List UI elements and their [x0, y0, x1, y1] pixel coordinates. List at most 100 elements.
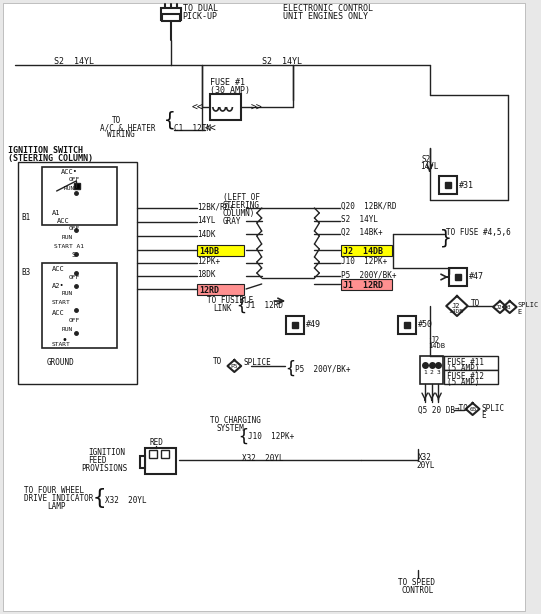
Text: S2: S2 — [422, 155, 431, 164]
Bar — [210, 94, 241, 120]
Bar — [149, 450, 157, 458]
Text: RUN: RUN — [62, 327, 73, 332]
Text: #31: #31 — [459, 181, 474, 190]
Text: {: { — [93, 488, 106, 508]
Text: {: { — [164, 111, 176, 130]
Text: (LEFT OF: (LEFT OF — [223, 193, 260, 202]
Text: Q2  14BK+: Q2 14BK+ — [341, 228, 382, 237]
Bar — [162, 14, 180, 21]
Text: B3: B3 — [22, 268, 31, 277]
Text: 14YL: 14YL — [420, 162, 438, 171]
Text: PROVISIONS: PROVISIONS — [81, 464, 127, 473]
Bar — [17, 162, 137, 384]
Bar — [140, 456, 144, 468]
Text: #49: #49 — [306, 320, 321, 329]
Text: J2: J2 — [496, 305, 503, 310]
Text: 12BK/RD+: 12BK/RD+ — [197, 202, 234, 211]
Text: P5  200Y/BK+: P5 200Y/BK+ — [295, 364, 351, 373]
Text: ACC: ACC — [52, 266, 64, 272]
Text: FUSE #11: FUSE #11 — [447, 358, 484, 367]
Text: #47: #47 — [469, 272, 484, 281]
Text: TO DUAL: TO DUAL — [183, 4, 217, 13]
Text: RUN: RUN — [62, 291, 73, 296]
Text: 14DB: 14DB — [428, 343, 445, 349]
Text: →TO: →TO — [455, 404, 469, 413]
Text: GRAY: GRAY — [223, 217, 241, 226]
Text: SPLIC: SPLIC — [481, 404, 505, 413]
Text: E: E — [518, 309, 522, 315]
Bar — [74, 183, 80, 189]
Text: J10  12PK+: J10 12PK+ — [341, 257, 387, 266]
Text: (5 AMP): (5 AMP) — [447, 378, 480, 387]
Text: 18DK: 18DK — [197, 270, 216, 279]
Text: IGNITION: IGNITION — [88, 448, 125, 457]
Text: 14DB: 14DB — [448, 309, 463, 314]
Bar — [398, 316, 416, 334]
Text: RED: RED — [149, 438, 163, 447]
Bar — [444, 370, 498, 384]
Text: SPLICE: SPLICE — [243, 358, 271, 367]
Text: TO FUSIBLE: TO FUSIBLE — [207, 296, 253, 305]
Text: CONTROL: CONTROL — [401, 586, 434, 595]
Text: A2•: A2• — [52, 283, 64, 289]
Text: S2  14YL: S2 14YL — [54, 57, 94, 66]
Text: S2  14YL: S2 14YL — [262, 57, 302, 66]
Text: S: S — [71, 252, 76, 258]
Text: FEED: FEED — [88, 456, 107, 465]
Text: TO CHARGING: TO CHARGING — [210, 416, 261, 425]
Bar — [161, 450, 169, 458]
Text: J2: J2 — [431, 336, 440, 345]
Text: {: { — [285, 360, 295, 378]
Bar — [449, 268, 467, 286]
Text: TO: TO — [113, 116, 122, 125]
Text: RUN: RUN — [63, 186, 75, 191]
Text: 14DK: 14DK — [197, 230, 216, 239]
Text: 12RD: 12RD — [199, 286, 219, 295]
Bar — [42, 263, 117, 348]
Text: (30 AMP): (30 AMP) — [210, 86, 250, 95]
Text: GROUND: GROUND — [47, 358, 75, 367]
Text: TO FUSE #4,5,6: TO FUSE #4,5,6 — [446, 228, 511, 237]
Text: P5  200Y/BK+: P5 200Y/BK+ — [341, 270, 397, 279]
Text: TO: TO — [213, 357, 222, 366]
Text: X32  20YL: X32 20YL — [105, 496, 147, 505]
Bar — [420, 356, 443, 384]
Text: 1: 1 — [423, 370, 426, 375]
Text: C1  12TN: C1 12TN — [174, 124, 211, 133]
Text: {: { — [238, 428, 248, 446]
Text: WIRING: WIRING — [108, 130, 135, 139]
Text: SYSTEM: SYSTEM — [217, 424, 245, 433]
Text: #50: #50 — [418, 320, 433, 329]
Bar — [197, 245, 244, 256]
Text: 65: 65 — [470, 407, 477, 412]
Text: A/C & HEATER: A/C & HEATER — [100, 123, 155, 132]
Text: UNIT ENGINES ONLY: UNIT ENGINES ONLY — [283, 12, 368, 21]
Text: X32  20YL: X32 20YL — [242, 454, 284, 463]
Text: START A1: START A1 — [54, 244, 84, 249]
Bar — [161, 8, 181, 20]
Text: LINK: LINK — [213, 304, 232, 313]
Text: FUSE #1: FUSE #1 — [210, 78, 245, 87]
Text: P5: P5 — [230, 364, 238, 369]
Text: <<: << — [205, 124, 217, 134]
Text: Q20  12BK/RD: Q20 12BK/RD — [341, 202, 397, 211]
Bar — [341, 245, 392, 256]
Text: ACC: ACC — [57, 218, 69, 224]
Text: ACC•: ACC• — [61, 169, 77, 175]
Text: <<: << — [192, 103, 203, 113]
Text: 12PK+: 12PK+ — [197, 257, 220, 266]
Bar — [444, 356, 498, 370]
Text: S2  14YL: S2 14YL — [341, 215, 378, 224]
Text: 3: 3 — [507, 305, 511, 310]
Text: OFF: OFF — [68, 318, 80, 323]
Text: (STEERING COLUMN): (STEERING COLUMN) — [8, 154, 93, 163]
Text: 3: 3 — [437, 370, 440, 375]
Text: X32: X32 — [418, 453, 432, 462]
Bar — [439, 176, 457, 194]
Text: SPLIC: SPLIC — [518, 302, 539, 308]
Text: LAMP: LAMP — [47, 502, 65, 511]
Text: {: { — [236, 297, 246, 315]
Text: Q5 20 DB: Q5 20 DB — [418, 406, 455, 415]
Text: J1  12RD: J1 12RD — [343, 281, 382, 290]
Text: PICK-UP: PICK-UP — [183, 12, 217, 21]
